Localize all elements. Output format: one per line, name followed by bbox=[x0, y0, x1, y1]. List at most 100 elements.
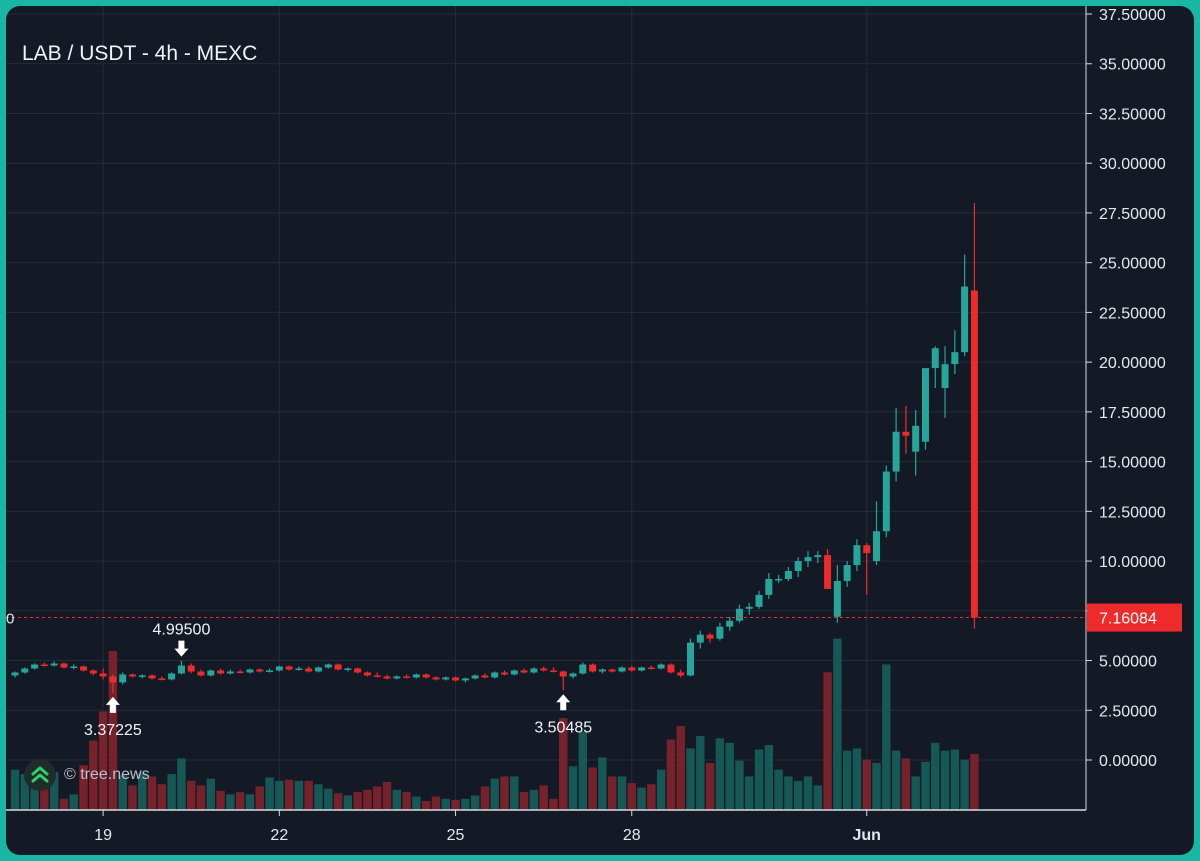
volume-bar bbox=[519, 792, 529, 810]
candle-body bbox=[755, 594, 763, 607]
volume-bar bbox=[138, 773, 147, 810]
candle bbox=[452, 676, 460, 682]
volume-bar bbox=[842, 750, 852, 810]
y-tick-label: 25.00000 bbox=[1099, 256, 1166, 273]
candle bbox=[638, 666, 646, 672]
y-tick-label: 35.00000 bbox=[1099, 57, 1166, 74]
candle-body bbox=[21, 668, 29, 673]
candle bbox=[207, 669, 215, 677]
volume-bar bbox=[275, 780, 284, 810]
candle-body bbox=[745, 606, 753, 609]
volume-bar bbox=[656, 769, 666, 810]
candle bbox=[902, 405, 910, 454]
candle bbox=[765, 573, 773, 599]
volume-bar bbox=[470, 795, 480, 810]
volume-bar bbox=[89, 740, 98, 810]
candle bbox=[589, 663, 597, 673]
volume-bar bbox=[177, 758, 186, 810]
y-tick-label: 22.50000 bbox=[1099, 305, 1166, 322]
candle bbox=[510, 669, 518, 676]
volume-bar bbox=[617, 776, 627, 810]
candle-body bbox=[638, 667, 646, 671]
candle bbox=[520, 668, 528, 674]
candle bbox=[618, 666, 626, 673]
candle-body bbox=[187, 665, 195, 672]
candle bbox=[951, 330, 959, 375]
candle bbox=[598, 668, 606, 674]
y-tick-label: 2.50000 bbox=[1099, 703, 1157, 720]
candle-body bbox=[295, 668, 303, 670]
volume-bar bbox=[20, 774, 29, 810]
y-tick-label: 0.00000 bbox=[1099, 753, 1157, 770]
candle-body bbox=[236, 671, 244, 673]
volume-bar bbox=[196, 785, 206, 810]
volume-bar bbox=[794, 780, 803, 810]
volume-bar bbox=[59, 798, 69, 810]
volume-bar bbox=[206, 778, 215, 810]
candles[interactable] bbox=[11, 202, 978, 693]
volume-bar bbox=[637, 787, 646, 810]
candle-body bbox=[471, 675, 479, 679]
grid-lines bbox=[6, 6, 1086, 810]
candle-body bbox=[422, 674, 430, 678]
candle-body bbox=[902, 431, 910, 436]
annotation-label: 4.99500 bbox=[153, 622, 211, 639]
volume-bar bbox=[480, 786, 490, 810]
candle bbox=[745, 602, 753, 615]
chart-title: LAB / USDT - 4h - MEXC bbox=[22, 42, 258, 65]
candle-body bbox=[119, 674, 127, 683]
candle-body bbox=[383, 676, 391, 679]
candle bbox=[138, 674, 146, 679]
candle-body bbox=[275, 666, 283, 671]
volume-bar bbox=[891, 750, 901, 810]
candle bbox=[784, 567, 792, 581]
candle bbox=[305, 666, 313, 673]
candle bbox=[941, 346, 949, 418]
candle-body bbox=[138, 675, 146, 677]
candle bbox=[128, 673, 136, 678]
x-tick-label: 28 bbox=[623, 827, 641, 844]
candle-body bbox=[197, 671, 205, 676]
candle-body bbox=[696, 634, 704, 643]
candle-body bbox=[226, 671, 234, 674]
candle-body bbox=[363, 672, 371, 676]
candle-body bbox=[833, 580, 841, 617]
volume-bar bbox=[970, 754, 979, 810]
candle bbox=[50, 661, 58, 667]
x-tick-label: 19 bbox=[94, 827, 112, 844]
x-axis[interactable]: 19 22 25 28 Jun bbox=[6, 809, 1086, 844]
volume-bar bbox=[872, 762, 881, 810]
volume-bars bbox=[10, 638, 979, 810]
price-annotations: 4.99500 3.37225 3.50485 bbox=[84, 622, 592, 739]
candle-body bbox=[569, 673, 577, 677]
volume-bar bbox=[754, 749, 764, 810]
volume-bar bbox=[559, 718, 568, 810]
candle bbox=[735, 604, 743, 623]
watermark[interactable]: © tree.news bbox=[24, 759, 150, 791]
candle-body bbox=[824, 555, 832, 589]
candle bbox=[256, 668, 264, 673]
price-edge-label: 0 bbox=[6, 611, 14, 628]
candle-body bbox=[892, 431, 900, 472]
volume-bar bbox=[774, 769, 783, 810]
candle-body bbox=[217, 670, 225, 674]
volume-bar bbox=[128, 785, 137, 810]
candle-body bbox=[403, 676, 411, 678]
candle bbox=[540, 666, 548, 672]
candle-body bbox=[873, 531, 881, 562]
candle-body bbox=[128, 674, 136, 677]
annotation: 4.99500 bbox=[153, 622, 211, 657]
volume-bar bbox=[745, 776, 754, 810]
candle bbox=[119, 672, 127, 685]
candlestick-chart[interactable]: 0 4.99500 3.37225 3.50485 37.50000 35.00000… bbox=[6, 6, 1194, 855]
volume-bar bbox=[324, 788, 333, 810]
candle bbox=[295, 666, 303, 671]
candle-body bbox=[804, 557, 812, 562]
candle-body bbox=[40, 664, 48, 667]
y-axis[interactable]: 37.50000 35.00000 32.50000 30.00000 27.50000… bbox=[1085, 6, 1182, 810]
volume-bar bbox=[529, 789, 539, 810]
candle bbox=[275, 665, 283, 672]
volume-bar bbox=[49, 771, 59, 810]
candle bbox=[579, 662, 587, 675]
volume-bar bbox=[500, 776, 509, 810]
